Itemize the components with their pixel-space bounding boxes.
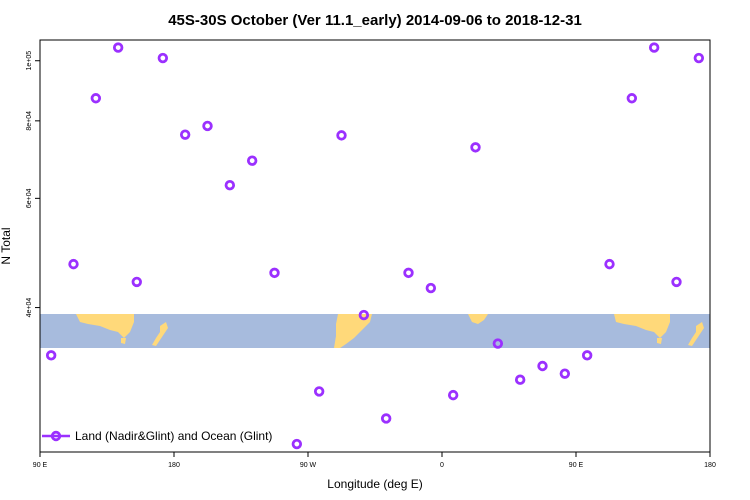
y-tick-label: 4e+04 xyxy=(26,298,33,318)
data-point xyxy=(313,386,325,397)
data-point xyxy=(68,258,79,270)
africa-land xyxy=(468,314,488,324)
x-tick-label: 90 E xyxy=(569,462,584,469)
data-point xyxy=(693,52,705,64)
data-point xyxy=(403,267,414,279)
y-axis-label: N Total xyxy=(0,227,13,264)
data-point xyxy=(492,338,504,349)
y-tick-label: 6e+04 xyxy=(26,188,33,208)
data-point xyxy=(604,258,615,270)
data-point xyxy=(246,155,258,166)
map-background xyxy=(40,314,710,348)
x-tick-label: 180 xyxy=(168,462,180,469)
legend-marker xyxy=(50,430,62,442)
x-axis-label: Longitude (deg E) xyxy=(327,477,422,491)
data-point xyxy=(179,129,191,140)
data-point xyxy=(559,368,571,379)
data-point xyxy=(581,350,593,361)
legend: Land (Nadir&Glint) and Ocean (Glint) xyxy=(42,429,272,443)
data-point xyxy=(90,93,102,104)
data-point xyxy=(514,374,526,385)
ocean-band xyxy=(40,314,710,348)
data-point xyxy=(425,282,437,294)
x-tick-label: 180 xyxy=(704,462,716,469)
data-point xyxy=(470,142,481,153)
y-tick-label: 1e+05 xyxy=(26,51,33,71)
data-point xyxy=(537,360,548,372)
data-point xyxy=(648,42,660,53)
x-tick-label: 90 E xyxy=(33,462,48,469)
plot-frame xyxy=(39,39,711,453)
data-point xyxy=(112,42,124,53)
data-points xyxy=(45,42,705,450)
data-point xyxy=(671,276,682,288)
x-tick-label: 0 xyxy=(440,462,444,469)
data-point xyxy=(224,179,236,191)
data-point xyxy=(626,93,638,104)
new-zealand-land xyxy=(152,322,168,346)
new-zealand-land-repeat xyxy=(688,322,704,346)
y-axis: 4e+04 6e+04 8e+04 1e+05 xyxy=(26,51,40,318)
australia-land xyxy=(76,314,134,338)
tasmania-land-repeat xyxy=(657,338,662,344)
x-axis: 90 E 180 90 W 0 90 E 180 xyxy=(33,452,716,469)
chart-title: 45S-30S October (Ver 11.1_early) 2014-09… xyxy=(168,12,582,29)
data-point xyxy=(336,130,347,141)
data-point xyxy=(291,438,303,450)
data-point xyxy=(45,350,57,361)
data-point xyxy=(380,413,392,424)
australia-land-repeat xyxy=(614,314,670,338)
data-point xyxy=(269,267,280,279)
legend-label: Land (Nadir&Glint) and Ocean (Glint) xyxy=(75,429,272,443)
y-tick-label: 8e+04 xyxy=(26,111,33,131)
data-point xyxy=(157,52,169,64)
x-tick-label: 90 W xyxy=(300,462,317,469)
data-point xyxy=(202,120,213,132)
data-point xyxy=(447,389,459,401)
data-point xyxy=(358,309,370,321)
tasmania-land xyxy=(121,338,126,344)
data-point xyxy=(131,276,142,288)
south-america-land xyxy=(334,314,372,348)
